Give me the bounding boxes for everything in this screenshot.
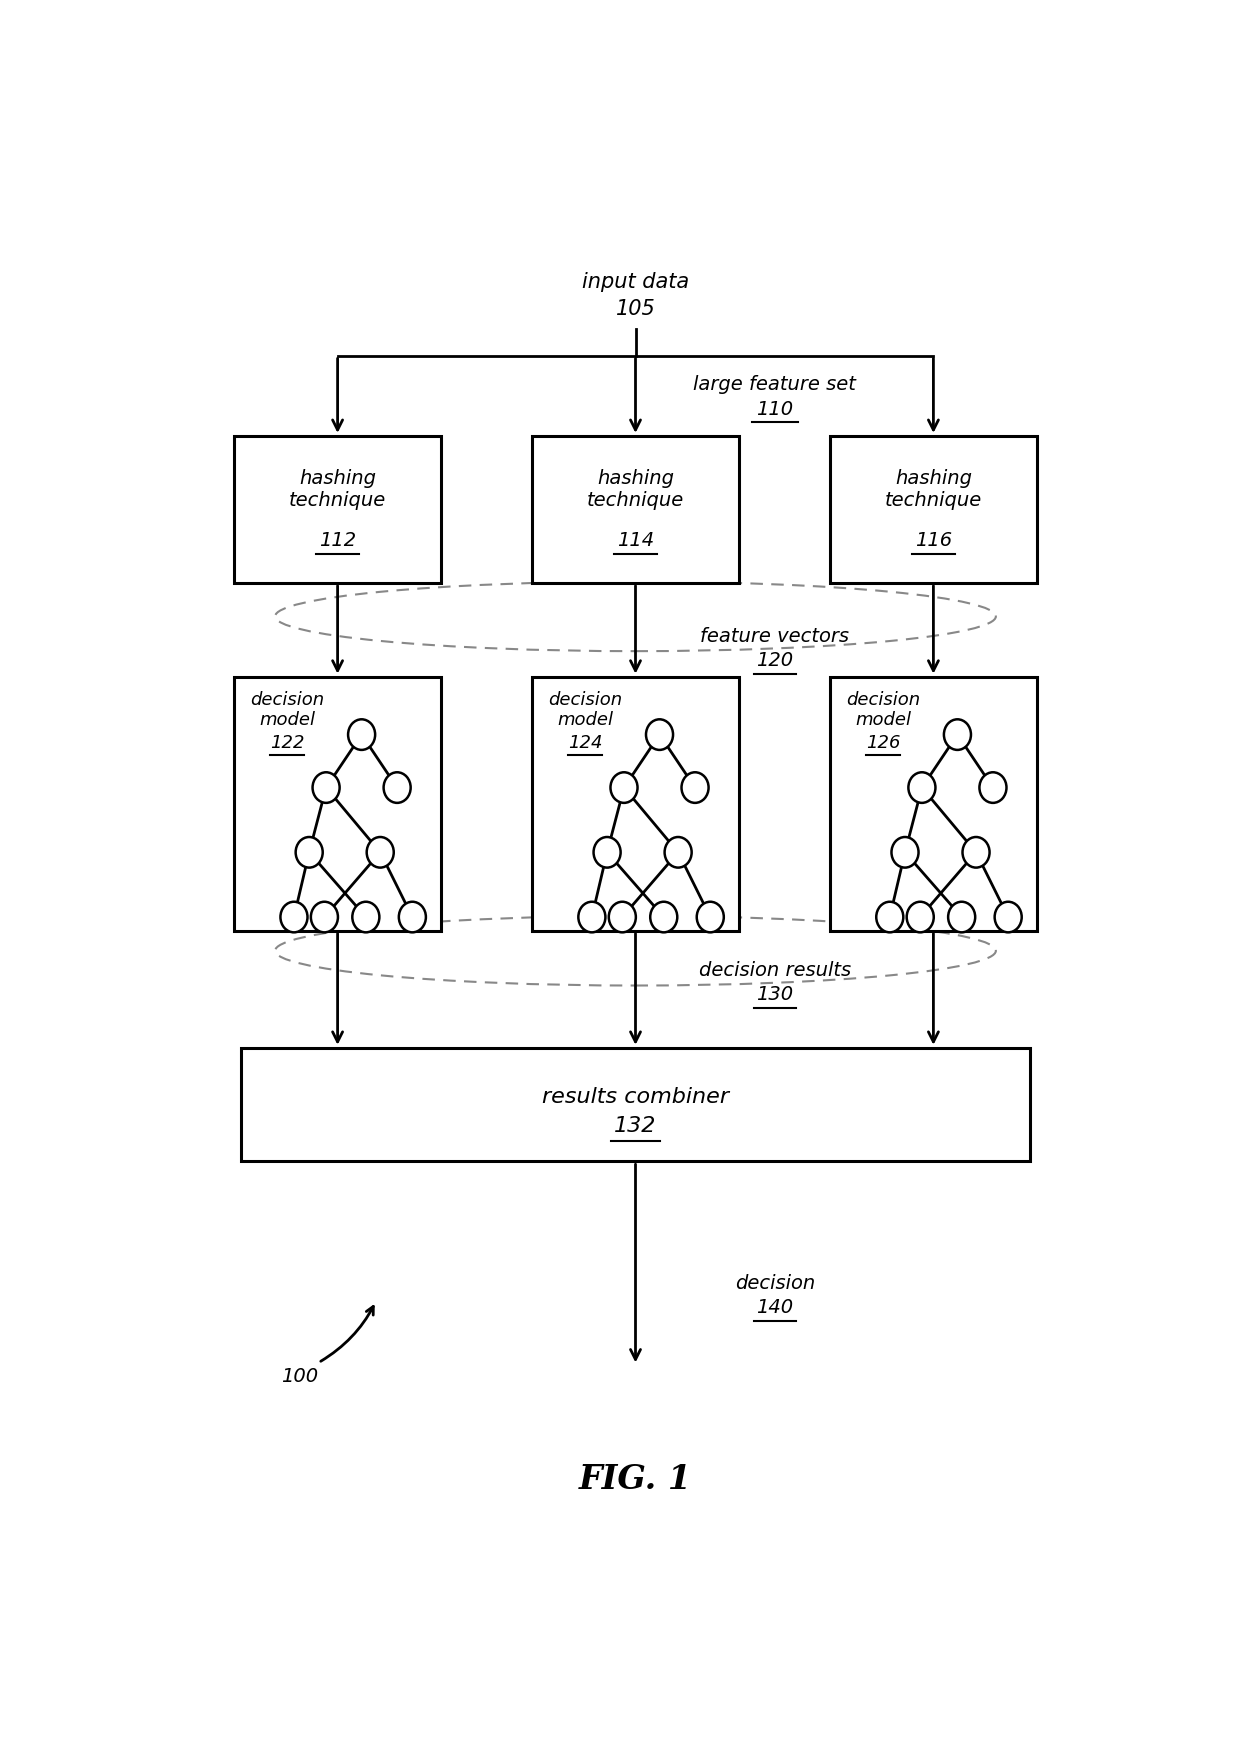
FancyBboxPatch shape: [234, 436, 441, 584]
Ellipse shape: [949, 902, 975, 933]
Text: 116: 116: [915, 530, 952, 549]
Text: 132: 132: [614, 1115, 657, 1136]
Ellipse shape: [697, 902, 724, 933]
Ellipse shape: [609, 902, 636, 933]
Ellipse shape: [892, 837, 919, 867]
FancyBboxPatch shape: [234, 676, 441, 931]
Text: hashing
technique: hashing technique: [289, 469, 386, 511]
Ellipse shape: [980, 773, 1007, 802]
FancyBboxPatch shape: [242, 1047, 1029, 1162]
Ellipse shape: [367, 837, 394, 867]
Ellipse shape: [295, 837, 322, 867]
Text: hashing
technique: hashing technique: [587, 469, 684, 511]
Text: 130: 130: [756, 985, 794, 1004]
Text: 122: 122: [270, 735, 304, 752]
Text: decision
model: decision model: [846, 691, 920, 730]
FancyArrowPatch shape: [321, 1306, 373, 1362]
Text: 112: 112: [319, 530, 356, 549]
Text: decision: decision: [735, 1275, 815, 1294]
Ellipse shape: [962, 837, 990, 867]
Text: hashing
technique: hashing technique: [885, 469, 982, 511]
Text: decision
model: decision model: [250, 691, 324, 730]
Ellipse shape: [352, 902, 379, 933]
Text: decision results: decision results: [699, 961, 851, 980]
Text: 140: 140: [756, 1298, 794, 1317]
Ellipse shape: [994, 902, 1022, 933]
Ellipse shape: [682, 773, 708, 802]
Ellipse shape: [610, 773, 637, 802]
Ellipse shape: [348, 719, 376, 750]
Ellipse shape: [594, 837, 621, 867]
Text: feature vectors: feature vectors: [701, 627, 849, 646]
Text: input data: input data: [582, 273, 689, 292]
Text: decision
model: decision model: [548, 691, 622, 730]
Ellipse shape: [311, 902, 339, 933]
Ellipse shape: [650, 902, 677, 933]
Ellipse shape: [578, 902, 605, 933]
Text: FIG. 1: FIG. 1: [579, 1463, 692, 1496]
Text: 110: 110: [756, 400, 794, 419]
Ellipse shape: [312, 773, 340, 802]
Text: 114: 114: [618, 530, 653, 549]
Text: large feature set: large feature set: [693, 375, 857, 394]
Ellipse shape: [906, 902, 934, 933]
Text: 105: 105: [615, 299, 656, 320]
Text: 126: 126: [866, 735, 900, 752]
Text: 120: 120: [756, 651, 794, 670]
FancyBboxPatch shape: [532, 676, 739, 931]
Ellipse shape: [665, 837, 692, 867]
Ellipse shape: [909, 773, 935, 802]
Text: 100: 100: [280, 1367, 317, 1386]
Ellipse shape: [646, 719, 673, 750]
Text: 124: 124: [568, 735, 603, 752]
Text: results combiner: results combiner: [542, 1087, 729, 1106]
Ellipse shape: [399, 902, 425, 933]
Ellipse shape: [280, 902, 308, 933]
Ellipse shape: [383, 773, 410, 802]
FancyBboxPatch shape: [830, 676, 1037, 931]
FancyBboxPatch shape: [532, 436, 739, 584]
Ellipse shape: [944, 719, 971, 750]
Ellipse shape: [877, 902, 903, 933]
FancyBboxPatch shape: [830, 436, 1037, 584]
